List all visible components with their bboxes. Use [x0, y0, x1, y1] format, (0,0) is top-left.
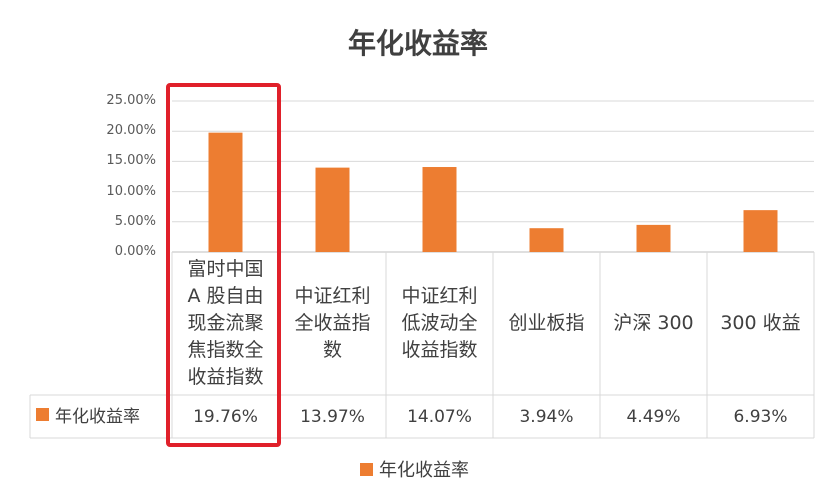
category-label-line: 现金流聚: [187, 312, 264, 334]
bar: [208, 132, 243, 252]
category-label-line: 低波动全: [401, 312, 478, 334]
category-label: 中证红利 全收益指数: [279, 252, 386, 395]
category-label-line: 300 收益: [720, 312, 801, 334]
bar: [743, 210, 778, 252]
category-label-line: 创业板指: [508, 312, 585, 334]
category-label: 300 收益: [707, 252, 814, 395]
bar: [529, 228, 564, 252]
category-label: 中证红利低波动全收益指数: [386, 252, 493, 395]
legend: 年化收益率: [360, 456, 469, 482]
y-tick-label: 20.00%: [106, 123, 156, 139]
category-label: 沪深 300: [600, 252, 707, 395]
bar: [315, 167, 350, 252]
category-label-line: 沪深 300: [613, 312, 694, 334]
data-label: 4.49%: [626, 406, 681, 427]
category-label-line: 全收益指: [294, 312, 371, 334]
data-label: 14.07%: [407, 406, 472, 427]
data-table-series-name: 年化收益率: [55, 407, 140, 427]
category-label-line: 中证红利: [401, 285, 478, 307]
y-tick-label: 5.00%: [114, 213, 156, 229]
data-label: 3.94%: [519, 406, 574, 427]
category-label-line: 数: [322, 339, 342, 361]
category-label-line: 收益指数: [401, 339, 478, 361]
category-label: 创业板指: [493, 252, 600, 395]
category-label-line: A 股自由: [187, 285, 264, 307]
category-label: 富时中国 A 股自由现金流聚焦指数全收益指数: [172, 252, 279, 395]
category-label-line: 中证红利: [294, 285, 371, 307]
category-label-line: 焦指数全: [187, 339, 264, 361]
data-label: 19.76%: [193, 406, 258, 427]
bar: [422, 167, 457, 252]
y-tick-label: 10.00%: [106, 183, 156, 199]
legend-swatch: [360, 462, 373, 476]
y-tick-label: 15.00%: [106, 153, 156, 169]
y-tick-label: 25.00%: [106, 93, 156, 108]
highlight-box: [166, 83, 281, 447]
y-tick-label: 0.00%: [114, 244, 156, 259]
legend-swatch: [36, 408, 49, 421]
data-table-legend-key: 年化收益率: [36, 402, 140, 427]
data-label: 6.93%: [733, 406, 788, 427]
category-label-line: 收益指数: [187, 366, 264, 388]
chart-title: 年化收益率: [347, 27, 488, 60]
legend-label: 年化收益率: [379, 460, 469, 481]
data-label: 13.97%: [300, 406, 365, 427]
category-label-line: 富时中国: [187, 258, 264, 280]
bar: [636, 224, 671, 252]
